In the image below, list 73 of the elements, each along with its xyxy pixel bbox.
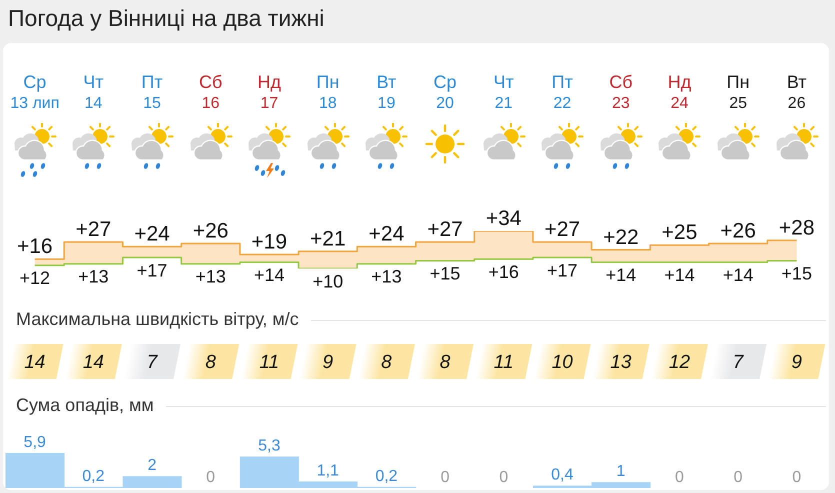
x-tick-label: Пт 22: [552, 72, 573, 112]
data-label: +17: [136, 260, 168, 280]
data-label: +15: [430, 263, 460, 284]
data-label: 1,1: [316, 462, 340, 480]
data-label: +14: [606, 265, 636, 286]
data-label: +26: [720, 220, 756, 242]
data-label: 7: [146, 352, 159, 374]
data-label: 0,4: [551, 466, 574, 484]
x-tick-label: Нд 24: [668, 72, 692, 112]
data-label: +14: [254, 265, 285, 286]
chart-title: Погода у Вінниці на два тижні: [8, 5, 324, 31]
data-label: +16: [16, 235, 53, 258]
x-tick-label: Сб 16: [198, 72, 222, 112]
data-label: +21: [310, 227, 346, 250]
x-tick-label: Сб 23: [609, 72, 633, 112]
data-label: +34: [486, 207, 522, 230]
chart-title: Максимальна швидкість вітру, м/с: [16, 309, 299, 329]
x-tick-label: Вт 26: [786, 72, 807, 112]
data-label: 8: [205, 352, 216, 374]
data-label: +27: [76, 218, 112, 241]
data-label: 11: [494, 352, 514, 374]
x-tick-label: Ср 13 лип: [10, 72, 60, 112]
data-label: 8: [440, 352, 451, 374]
x-tick-label: Нд 17: [257, 72, 282, 112]
x-tick-label: Чт 14: [83, 72, 104, 112]
data-label: 5,9: [24, 434, 46, 451]
data-label: +10: [312, 271, 344, 292]
data-label: +13: [195, 266, 226, 287]
data-label: +13: [371, 266, 402, 287]
data-label: +22: [603, 226, 639, 249]
data-label: 14: [82, 352, 104, 374]
data-label: +15: [781, 263, 812, 284]
x-tick-label: Пн 18: [316, 72, 340, 112]
data-label: 10: [552, 352, 574, 374]
data-label: +14: [664, 265, 695, 286]
data-label: +19: [251, 230, 288, 254]
data-label: 0: [440, 469, 450, 486]
data-label: +24: [368, 222, 405, 246]
data-label: 0: [206, 469, 216, 486]
data-label: +25: [662, 221, 698, 244]
x-tick-label: Пн 25: [726, 72, 750, 112]
data-label: +27: [544, 218, 580, 241]
data-label: 0: [792, 469, 802, 486]
data-label: 11: [259, 352, 280, 374]
data-label: 12: [668, 352, 690, 374]
chart-title: Сума опадів, мм: [16, 395, 154, 415]
data-label: +16: [488, 262, 519, 282]
x-tick-label: Ср 20: [434, 72, 457, 112]
data-label: +13: [78, 266, 109, 287]
data-label: 0: [734, 469, 743, 486]
data-label: +24: [134, 222, 170, 246]
data-label: 5,3: [258, 438, 280, 455]
data-label: +27: [427, 218, 463, 241]
data-label: 0,2: [375, 468, 398, 485]
data-label: 14: [24, 352, 46, 374]
data-label: +26: [192, 220, 228, 242]
data-label: 0: [675, 469, 684, 486]
data-label: 13: [610, 352, 632, 374]
data-label: +14: [722, 265, 754, 286]
data-label: +17: [546, 260, 578, 280]
data-label: 0,2: [82, 468, 105, 485]
data-label: 1: [616, 463, 626, 480]
data-label: 2: [148, 457, 157, 474]
data-label: 7: [732, 352, 745, 374]
x-tick-label: Чт 21: [494, 72, 514, 112]
x-tick-label: Пт 15: [141, 72, 163, 112]
x-tick-label: Вт 19: [376, 72, 396, 112]
data-label: 9: [322, 352, 334, 374]
data-label: 9: [791, 352, 802, 374]
data-label: 8: [381, 352, 392, 374]
data-label: 0: [499, 469, 508, 486]
data-label: +28: [778, 216, 815, 240]
data-label: +12: [20, 268, 50, 288]
